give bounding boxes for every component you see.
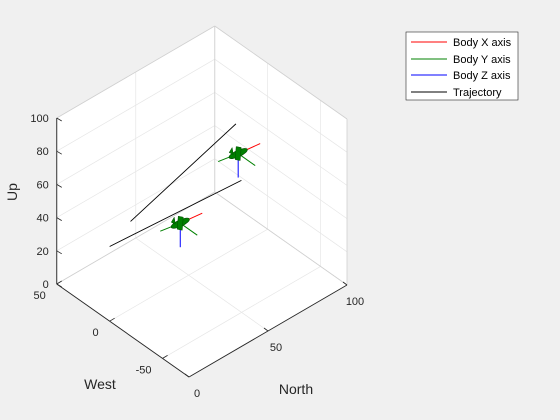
y-tick — [109, 317, 115, 322]
z-tick — [56, 283, 62, 288]
trajectory-line — [109, 179, 242, 247]
legend-entry-body-z[interactable]: Body Z axis — [411, 70, 511, 82]
grid-line — [56, 158, 215, 252]
z-tick-label: 40 — [37, 213, 49, 225]
z-tick-label: 80 — [37, 146, 49, 158]
legend-box — [405, 31, 519, 101]
z-tick-label: 0 — [43, 279, 49, 291]
z-tick-label: 20 — [37, 246, 49, 258]
aircraft-icon — [160, 212, 203, 248]
x-tick — [342, 281, 348, 286]
legend-entry-trajectory[interactable]: Trajectory — [411, 87, 502, 99]
back-wall-north — [214, 26, 347, 285]
z-tick — [56, 217, 62, 221]
z-tick-label: 60 — [37, 179, 49, 191]
y-tick — [162, 355, 168, 359]
plot-area — [109, 123, 261, 248]
legend[interactable]: Body X axis Body Y axis Body Z axis Traj… — [405, 31, 519, 101]
z-tick — [56, 184, 62, 188]
grid-line — [214, 92, 348, 186]
aircraft-wing — [234, 146, 242, 161]
y-axis-label: West — [84, 376, 116, 392]
legend-label: Trajectory — [453, 87, 502, 99]
legend-label: Body Z axis — [453, 70, 511, 82]
trajectory-line — [130, 123, 237, 222]
z-tick-label: 100 — [30, 113, 48, 125]
x-tick-label: 50 — [270, 342, 282, 354]
grid-line — [56, 125, 215, 218]
z-tick — [56, 150, 62, 155]
box-edge — [214, 25, 348, 120]
z-tick — [56, 117, 62, 122]
legend-entry-body-x[interactable]: Body X axis — [411, 37, 512, 49]
y-axis-line — [56, 283, 190, 378]
y-tick-label: 50 — [34, 290, 46, 302]
y-tick-label: 0 — [93, 327, 99, 339]
grid-line — [56, 92, 215, 185]
x-tick-label: 100 — [346, 296, 364, 308]
grid-line — [135, 237, 269, 332]
box-edge — [56, 25, 215, 119]
aircraft-wing — [176, 215, 184, 231]
x-tick — [184, 373, 190, 378]
aircraft-icon — [217, 143, 261, 178]
aircraft-tail — [228, 146, 234, 155]
aircraft-tail — [170, 216, 176, 225]
z-axis-label: Up — [4, 183, 20, 201]
grid-line — [214, 158, 348, 253]
grid-line — [214, 125, 348, 219]
grid-line — [109, 228, 268, 322]
legend-label: Body X axis — [453, 37, 512, 49]
grid-line — [214, 58, 348, 153]
z-tick — [56, 250, 62, 255]
legend-entry-body-y[interactable]: Body Y axis — [411, 54, 511, 66]
y-tick — [56, 280, 62, 285]
box-edge — [214, 191, 348, 286]
y-tick-label: -50 — [136, 364, 152, 376]
x-tick — [263, 327, 269, 332]
x-axis-label: North — [279, 381, 313, 397]
grid-line — [56, 58, 215, 152]
legend-label: Body Y axis — [453, 54, 511, 66]
grid-line — [162, 266, 321, 359]
x-tick-label: 0 — [194, 388, 200, 400]
